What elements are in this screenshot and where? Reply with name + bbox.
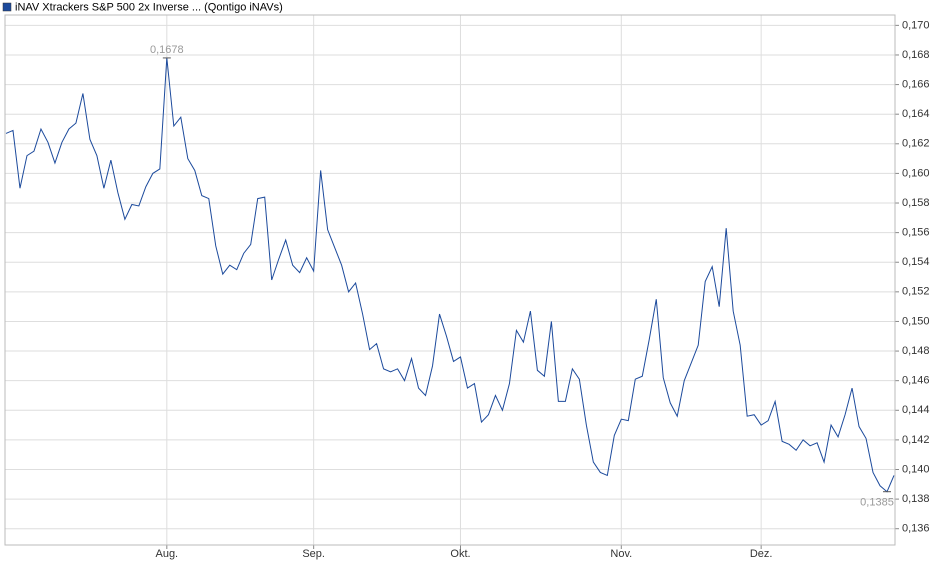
y-tick-label: 0,148 — [902, 345, 930, 357]
x-tick-label: Sep. — [302, 548, 325, 560]
y-tick-label: 0,146 — [902, 375, 930, 387]
y-tick-label: 0,166 — [902, 78, 930, 90]
y-tick-label: 0,142 — [902, 434, 930, 446]
x-tick-label: Aug. — [155, 548, 178, 560]
y-tick-label: 0,164 — [902, 108, 930, 120]
y-tick-label: 0,154 — [902, 256, 930, 268]
y-tick-label: 0,168 — [902, 49, 930, 61]
value-label: 0,1385 — [860, 497, 894, 509]
y-tick-label: 0,162 — [902, 138, 930, 150]
y-tick-label: 0,138 — [902, 493, 930, 505]
y-tick-label: 0,158 — [902, 197, 930, 209]
y-tick-label: 0,156 — [902, 227, 930, 239]
legend-swatch — [2, 2, 12, 12]
value-label: 0,1678 — [150, 44, 184, 56]
plot-area — [4, 14, 896, 546]
y-tick-label: 0,160 — [902, 167, 930, 179]
x-tick-label: Dez. — [750, 548, 773, 560]
x-tick-label: Okt. — [450, 548, 470, 560]
y-tick-label: 0,170 — [902, 19, 930, 31]
line — [5, 57, 895, 493]
y-tick-label: 0,140 — [902, 463, 930, 475]
plot-border — [4, 14, 896, 546]
x-tick-label: Nov. — [610, 548, 632, 560]
y-tick-label: 0,144 — [902, 404, 930, 416]
y-tick-label: 0,150 — [902, 315, 930, 327]
y-tick-label: 0,136 — [902, 523, 930, 535]
y-tick-label: 0,152 — [902, 286, 930, 298]
legend-label: iNAV Xtrackers S&P 500 2x Inverse ... (Q… — [15, 1, 283, 13]
